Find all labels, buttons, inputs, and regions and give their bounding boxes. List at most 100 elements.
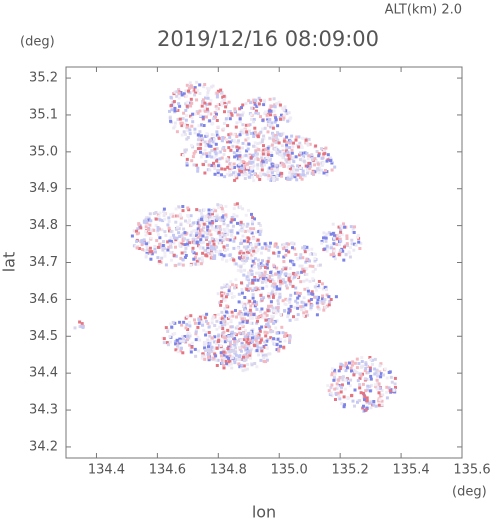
echo-cell (311, 292, 315, 296)
echo-cell (248, 354, 252, 358)
echo-cell (291, 145, 295, 149)
echo-cell (270, 314, 274, 318)
echo-cell (274, 146, 278, 150)
echo-cell (359, 365, 363, 369)
echo-cell (349, 225, 353, 229)
echo-cell (222, 330, 226, 334)
echo-cell (388, 389, 392, 393)
echo-cell (287, 275, 291, 279)
echo-cell (251, 259, 255, 263)
echo-cell (216, 225, 220, 229)
echo-cell (213, 220, 217, 224)
echo-cell (250, 212, 253, 216)
echo-cell (314, 253, 318, 256)
echo-cell (246, 284, 250, 288)
echo-cell (273, 105, 277, 109)
echo-cell (228, 173, 232, 177)
echo-cell (246, 350, 250, 353)
echo-cell (243, 308, 246, 312)
echo-cell (242, 167, 246, 171)
echo-cell (212, 207, 216, 211)
echo-cell (239, 113, 243, 117)
echo-cell (78, 325, 82, 329)
echo-cell (261, 277, 265, 281)
echo-cell (233, 343, 237, 347)
echo-cell (368, 389, 372, 393)
echo-cell (189, 104, 193, 108)
echo-cell (241, 320, 245, 324)
echo-cell (180, 133, 184, 137)
echo-cell (273, 243, 277, 247)
echo-cell (188, 132, 192, 136)
echo-cell (248, 299, 252, 303)
echo-cell (276, 337, 280, 341)
echo-cell (322, 236, 325, 240)
echo-cell (214, 358, 218, 362)
echo-cell (201, 115, 205, 119)
echo-cell (194, 354, 198, 358)
echo-cell (253, 172, 257, 175)
echo-cell (267, 109, 271, 113)
echo-cell (218, 252, 222, 256)
echo-cell (298, 175, 302, 179)
echo-cell (163, 230, 167, 234)
echo-cell (265, 262, 269, 266)
echo-cell (303, 307, 307, 311)
echo-cell (218, 325, 222, 329)
echo-cell (338, 376, 342, 380)
echo-cell (378, 398, 382, 402)
echo-cell (250, 166, 254, 170)
echo-cell (224, 138, 228, 142)
echo-cell (287, 242, 291, 246)
echo-cell (229, 140, 232, 144)
echo-cell (251, 296, 255, 300)
echo-cell (194, 221, 197, 224)
echo-cell (237, 358, 241, 361)
echo-cell (233, 166, 236, 169)
echo-cell (271, 126, 275, 130)
echo-cell (202, 124, 206, 127)
echo-cell (181, 117, 185, 121)
echo-cell (334, 378, 337, 382)
echo-cell (261, 354, 265, 357)
echo-cell (222, 366, 226, 370)
y-unit: (deg) (20, 35, 55, 50)
echo-cell (183, 243, 187, 247)
echo-cell (232, 295, 236, 298)
echo-cell (322, 300, 326, 304)
echo-cell (179, 346, 183, 350)
echo-cell (193, 321, 197, 325)
echo-cell (259, 174, 262, 178)
echo-cell (276, 270, 280, 274)
echo-cell (197, 321, 201, 325)
echo-cell (251, 281, 255, 285)
echo-cell (158, 218, 162, 222)
echo-cell (154, 223, 158, 227)
echo-cell (227, 113, 231, 117)
echo-cell (275, 319, 279, 323)
echo-cell (352, 248, 356, 252)
echo-cell (241, 123, 245, 127)
echo-cell (233, 337, 237, 341)
echo-cell (253, 300, 256, 304)
echo-cell (269, 177, 272, 181)
echo-cell (226, 284, 230, 288)
echo-cell (227, 100, 231, 104)
echo-cell (250, 329, 254, 333)
echo-cell (186, 136, 190, 139)
echo-cell (202, 226, 205, 230)
echo-cell (332, 247, 336, 251)
echo-cell (188, 128, 192, 132)
echo-cell (163, 254, 167, 258)
echo-cell (243, 368, 247, 372)
echo-cell (279, 344, 282, 348)
echo-cell (213, 315, 217, 319)
echo-cell (283, 339, 287, 343)
echo-cell (212, 164, 216, 168)
echo-cell (219, 91, 223, 95)
echo-cell (213, 217, 217, 220)
echo-cell (268, 158, 272, 162)
echo-cell (250, 347, 254, 351)
echo-cell (248, 316, 252, 320)
echo-cell (238, 133, 242, 137)
